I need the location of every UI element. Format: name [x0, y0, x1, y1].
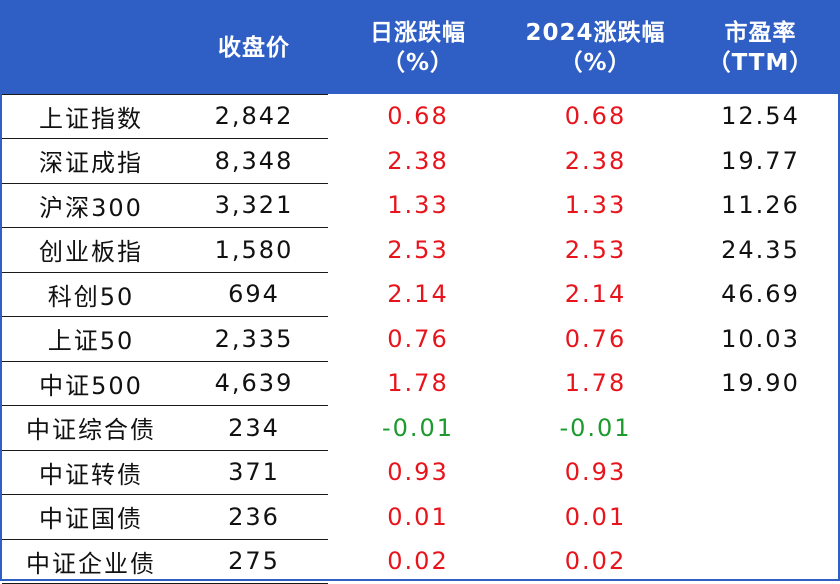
header-daily-change-label: 日涨跌幅 [370, 20, 466, 46]
header-pe-ratio: 市盈率 （TTM） [683, 2, 838, 94]
index-name: 上证指数 [2, 93, 180, 139]
index-name: 中证500 [2, 360, 180, 406]
index-name: 中证国债 [2, 494, 180, 539]
pe-ratio: 11.26 [721, 191, 800, 220]
index-name: 中证企业债 [2, 538, 180, 584]
pe-ratio: 24.35 [721, 235, 800, 264]
ytd-change: 2.38 [564, 146, 627, 175]
daily-change: 1.33 [387, 191, 449, 220]
index-name: 沪深300 [2, 182, 180, 228]
table-row: 沪深300 3,321 1.33 1.33 11.26 [2, 182, 838, 228]
close-price: 1,580 [180, 227, 328, 272]
table-row: 中证综合债 234 -0.01 -0.01 [2, 405, 838, 451]
daily-change: 0.02 [387, 547, 449, 576]
close-price: 694 [180, 271, 328, 317]
table-row: 上证50 2,335 0.76 0.76 10.03 [2, 316, 838, 361]
daily-change: -0.01 [381, 413, 455, 442]
pe-ratio: 12.54 [721, 102, 800, 131]
close-price: 2,842 [180, 93, 328, 139]
header-name [2, 2, 180, 94]
ytd-change: 0.76 [564, 324, 627, 353]
ytd-change: 0.01 [564, 502, 627, 531]
header-pe-ratio-label: 市盈率 [724, 20, 797, 46]
ytd-change: 1.78 [564, 369, 627, 398]
header-ytd-change-label: 2024涨跌幅 [525, 20, 666, 46]
close-price: 234 [180, 405, 328, 450]
ytd-change: 2.14 [564, 280, 627, 309]
index-name: 上证50 [2, 316, 180, 361]
pe-ratio: 46.69 [721, 280, 800, 309]
ytd-change: 0.02 [564, 547, 627, 576]
index-name: 中证综合债 [2, 405, 180, 450]
index-name: 深证成指 [2, 138, 180, 183]
pe-ratio [683, 450, 838, 495]
table-row: 上证指数 2,842 0.68 0.68 12.54 [2, 93, 838, 139]
ytd-change: 0.68 [564, 102, 627, 131]
close-price: 236 [180, 494, 328, 539]
table-row: 中证国债 236 0.01 0.01 [2, 494, 838, 540]
close-price: 3,321 [180, 182, 328, 228]
close-price: 8,348 [180, 138, 328, 183]
close-price: 371 [180, 449, 328, 495]
header-row: 收盘价 日涨跌幅 （%） 2024涨跌幅 （%） 市盈率 （TTM） [2, 2, 838, 94]
daily-change: 1.78 [387, 369, 449, 398]
table-header: 收盘价 日涨跌幅 （%） 2024涨跌幅 （%） 市盈率 （TTM） [2, 2, 838, 94]
table-row: 创业板指 1,580 2.53 2.53 24.35 [2, 227, 838, 272]
table-row: 中证500 4,639 1.78 1.78 19.90 [2, 360, 838, 406]
pe-ratio [683, 539, 838, 584]
daily-change: 0.93 [387, 458, 449, 487]
daily-change: 0.68 [387, 102, 449, 131]
daily-change: 2.53 [387, 235, 449, 264]
pe-ratio: 10.03 [721, 324, 800, 353]
header-daily-change-unit: （%） [381, 50, 455, 76]
table-row: 深证成指 8,348 2.38 2.38 19.77 [2, 138, 838, 183]
pe-ratio [683, 406, 838, 451]
daily-change: 0.01 [387, 502, 449, 531]
ytd-change: -0.01 [559, 413, 632, 442]
table-row: 科创50 694 2.14 2.14 46.69 [2, 271, 838, 317]
ytd-change: 0.93 [564, 458, 627, 487]
daily-change: 2.14 [387, 280, 449, 309]
table-body: 上证指数 2,842 0.68 0.68 12.54 深证成指 8,348 2.38 2.38 1… [2, 93, 838, 584]
index-name: 科创50 [2, 271, 180, 317]
table-row: 中证转债 371 0.93 0.93 [2, 449, 838, 495]
header-close-price: 收盘价 [180, 2, 328, 94]
header-pe-ratio-unit: （TTM） [707, 50, 814, 76]
pe-ratio: 19.90 [721, 369, 800, 398]
header-ytd-change: 2024涨跌幅 （%） [508, 2, 683, 94]
header-daily-change: 日涨跌幅 （%） [328, 2, 508, 94]
header-ytd-change-unit: （%） [559, 50, 632, 76]
daily-change: 2.38 [387, 146, 449, 175]
table-row: 中证企业债 275 0.02 0.02 [2, 538, 838, 584]
close-price: 2,335 [180, 316, 328, 361]
daily-change: 0.76 [387, 324, 449, 353]
pe-ratio [683, 495, 838, 540]
ytd-change: 2.53 [564, 235, 627, 264]
pe-ratio: 19.77 [721, 146, 800, 175]
close-price: 275 [180, 538, 328, 584]
index-name: 中证转债 [2, 449, 180, 495]
close-price: 4,639 [180, 360, 328, 406]
ytd-change: 1.33 [564, 191, 627, 220]
index-name: 创业板指 [2, 227, 180, 272]
